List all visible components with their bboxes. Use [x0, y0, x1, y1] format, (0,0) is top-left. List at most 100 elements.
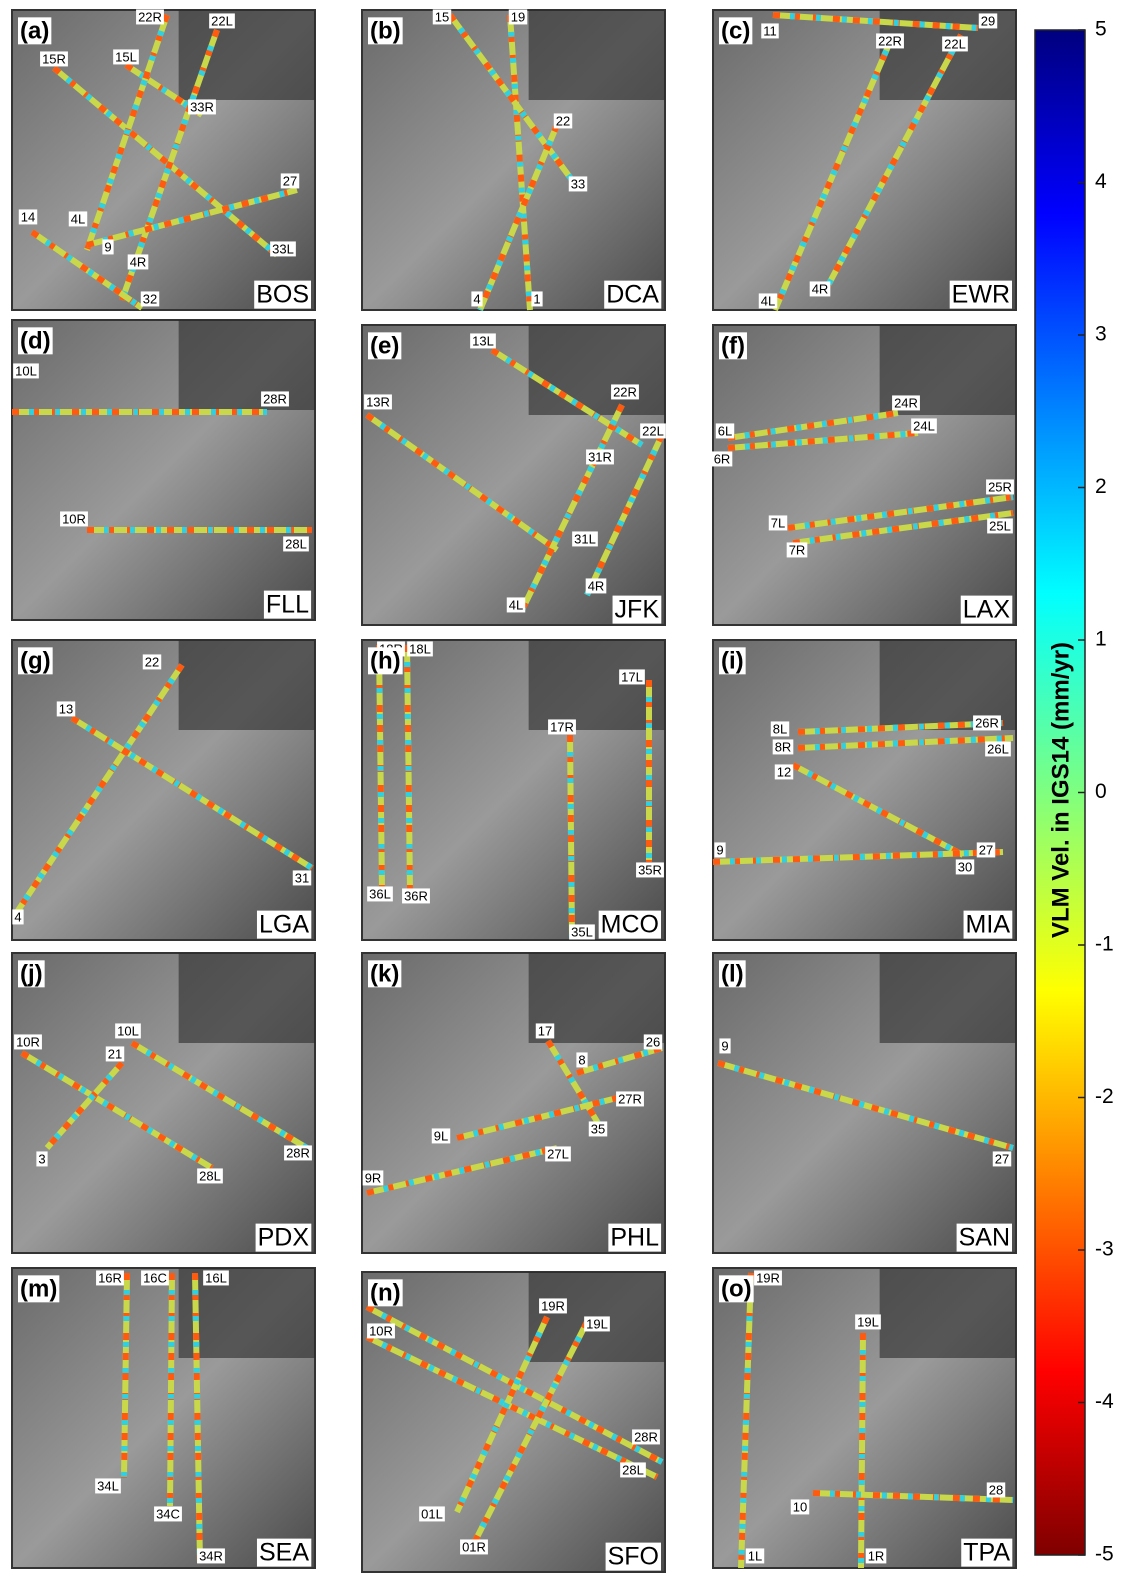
runway-label: 26R	[975, 715, 999, 730]
runway-label: 17L	[621, 669, 643, 684]
runway-label: 31L	[574, 531, 596, 546]
runway-label: 19R	[541, 1298, 565, 1313]
runway-label: 16C	[143, 1270, 167, 1285]
runway-label: 27	[995, 1151, 1009, 1166]
runway-label: 25L	[989, 518, 1011, 533]
runway-label: 19L	[586, 1316, 608, 1331]
runway-label: 01R	[462, 1539, 486, 1554]
runway-label: 15R	[42, 51, 66, 66]
runway-label: 28L	[199, 1168, 221, 1183]
runway-label: 6R	[714, 451, 731, 466]
runway-label: 28	[989, 1482, 1003, 1497]
runway-label: 17	[538, 1023, 552, 1038]
panel: 1519223341(b)DCA	[362, 9, 665, 310]
runway-label: 13L	[472, 333, 494, 348]
panel: 24R6L24L6R25R25L7L7R(f)LAX	[712, 325, 1016, 625]
runway-label: 28R	[634, 1429, 658, 1444]
water	[880, 953, 1016, 1043]
panel-letter: (d)	[20, 327, 51, 354]
runway-label: 22L	[642, 423, 664, 438]
water	[179, 953, 315, 1043]
runway-label: 28L	[285, 536, 307, 551]
colorbar-tick-label: -1	[1095, 933, 1114, 956]
runway-label: 10	[793, 1499, 807, 1514]
runway-label: 8L	[773, 721, 787, 736]
water	[179, 320, 315, 410]
runway-label: 35	[591, 1121, 605, 1136]
panel-letter: (b)	[370, 17, 401, 44]
airport-code: BOS	[256, 281, 309, 309]
runway-label: 33L	[272, 241, 294, 256]
panel: 19R19L28101L1R(o)TPA	[713, 1268, 1016, 1568]
panel-letter: (n)	[370, 1279, 401, 1306]
colorbar-tick-label: 5	[1095, 18, 1107, 41]
runway-label: 10L	[117, 1023, 139, 1038]
runway-label: 28R	[263, 391, 287, 406]
airport-code: LGA	[259, 911, 309, 939]
panel-letter: (m)	[20, 1275, 57, 1302]
panel-letter: (f)	[721, 332, 745, 359]
panel: 927(l)SAN	[713, 953, 1016, 1253]
colorbar-tick-label: -2	[1095, 1085, 1114, 1108]
runway-label: 4	[473, 291, 480, 306]
runway-label: 4L	[71, 211, 85, 226]
runway-label: 7L	[771, 515, 785, 530]
colorbar-label: VLM Vel. in IGS14 (mm/yr)	[1047, 642, 1074, 938]
figure: VLM Vel. in IGS14 (mm/yr) 22R 22L 15R 15L 33…	[0, 0, 1135, 1585]
runway-label: 19L	[857, 1314, 879, 1329]
runway-label: 21	[108, 1046, 122, 1061]
runway-label: 26L	[987, 741, 1009, 756]
colorbar-tick-label: -3	[1095, 1238, 1114, 1261]
runway-label: 33R	[190, 99, 214, 114]
water	[880, 1268, 1016, 1358]
runway-label: 22L	[211, 13, 233, 28]
airport-code: JFK	[615, 596, 660, 624]
colorbar-tick-label: 0	[1095, 780, 1107, 803]
runway-label: 4R	[588, 578, 605, 593]
airport-code: SEA	[259, 1539, 309, 1567]
runway-label: 19	[511, 9, 525, 24]
runway-label: 9	[104, 239, 111, 254]
runway-label: 19R	[756, 1270, 780, 1285]
runway-label: 34C	[156, 1506, 180, 1521]
runway-label: 22R	[613, 384, 637, 399]
panel-letter: (c)	[721, 17, 750, 44]
runway-label: 10R	[369, 1323, 393, 1338]
runway-label: 12	[777, 764, 791, 779]
runway-label: 14	[21, 209, 35, 224]
airport-code: SAN	[959, 1224, 1010, 1252]
panel: 8L26R8R26L1227309(i)MIA	[713, 640, 1016, 940]
airport-code: TPA	[963, 1539, 1010, 1567]
runway-label: 15L	[115, 49, 137, 64]
panel: 18R18L17L17R36L36R35R35L(h)MCO	[362, 640, 665, 940]
panel-letter: (h)	[370, 647, 401, 674]
runway-label: 22R	[138, 9, 162, 24]
runway-label: 27L	[547, 1146, 569, 1161]
panel: 16R16C16L34L34C34R(m)SEA	[12, 1268, 315, 1568]
runway-label: 34R	[199, 1548, 223, 1563]
runway-label: 22	[556, 113, 570, 128]
runway-label: 4R	[130, 254, 147, 269]
runway-label: 8R	[775, 739, 792, 754]
runway-label: 13	[59, 701, 73, 716]
water	[529, 640, 665, 730]
panel: 10L19R19L10R28R28L01L01R(n)SFO	[362, 1272, 665, 1572]
runway-label: 10R	[16, 1034, 40, 1049]
runway-label: 26	[646, 1034, 660, 1049]
runway-label: 16R	[98, 1270, 122, 1285]
runway-label: 13R	[366, 394, 390, 409]
runway-label: 10L	[15, 363, 37, 378]
colorbar-tick-label: 2	[1095, 475, 1107, 498]
runway-label: 4L	[509, 597, 523, 612]
colorbar-tick-label: -5	[1095, 1543, 1114, 1566]
runway-label: 1L	[748, 1548, 762, 1563]
colorbar-tick-label: 4	[1095, 170, 1107, 193]
panel-letter: (g)	[20, 647, 51, 674]
panel-letter: (l)	[721, 960, 744, 987]
runway-label: 15	[435, 9, 449, 24]
panel: 112922R22L4L4R(c)EWR	[713, 10, 1016, 310]
